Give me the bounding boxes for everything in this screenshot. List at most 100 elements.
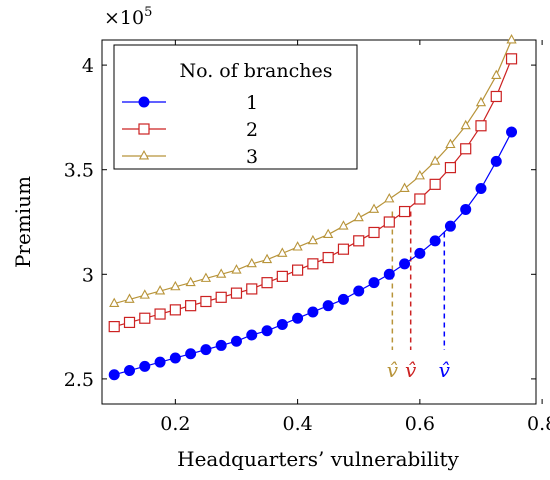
data-point (460, 143, 472, 155)
legend-entry-3: 3 (122, 146, 258, 168)
data-point (399, 258, 411, 270)
data-point (444, 162, 457, 174)
data-point (246, 257, 257, 268)
x-axis-label: Headquarters’ vulnerability (177, 447, 459, 471)
y-tick-label: 2.5 (64, 369, 94, 391)
data-point (170, 280, 181, 291)
x-tick-label: 0.6 (405, 413, 435, 435)
data-point (292, 312, 304, 324)
data-point (398, 205, 411, 218)
y-tick-label: 4 (82, 55, 94, 77)
data-point (138, 150, 150, 160)
data-point (138, 96, 150, 108)
y-tick-label: 3 (82, 264, 94, 286)
legend-label: 3 (246, 146, 258, 168)
data-point (200, 295, 212, 308)
data-point (414, 247, 426, 259)
data-point (185, 348, 197, 360)
data-point (368, 226, 380, 239)
data-point (139, 289, 150, 299)
data-point (491, 69, 502, 80)
critical-vulnerability-label: v̂ (405, 358, 417, 382)
data-point (353, 211, 364, 222)
x-tick-label: 0.2 (160, 413, 190, 435)
data-point (154, 308, 166, 320)
data-point (185, 300, 197, 312)
data-point (230, 287, 243, 299)
data-point (506, 34, 517, 44)
data-point (109, 297, 120, 308)
data-point (215, 339, 227, 351)
legend-label: 2 (246, 119, 258, 141)
data-point (261, 253, 273, 264)
data-point (353, 285, 365, 297)
data-point (139, 312, 151, 324)
data-point (368, 277, 380, 289)
x-tick-label: 0.8 (527, 413, 550, 435)
data-point (200, 272, 212, 282)
data-point (124, 293, 135, 303)
data-point (383, 216, 395, 228)
legend-box (113, 44, 358, 170)
y-axis-label: Premium (11, 176, 35, 268)
legend: No. of branches 1 2 3 (113, 44, 358, 170)
data-point (185, 276, 196, 287)
data-point (445, 138, 456, 149)
data-point (307, 306, 319, 318)
legend-label: 1 (246, 92, 258, 114)
data-point (139, 360, 151, 372)
data-point (490, 90, 502, 103)
data-point (460, 203, 472, 215)
data-point (123, 316, 136, 329)
data-point (338, 220, 349, 230)
data-point (399, 182, 410, 192)
data-point (322, 300, 334, 312)
data-point (384, 193, 395, 203)
data-point (337, 293, 349, 305)
data-point (506, 126, 518, 138)
legend-entry-2: 2 (122, 119, 258, 141)
data-point (460, 119, 471, 130)
data-point (200, 344, 212, 356)
data-point (154, 356, 166, 368)
data-point (108, 369, 120, 381)
data-point (230, 335, 242, 347)
data-point (261, 277, 273, 289)
data-point (276, 270, 288, 282)
data-point (368, 203, 380, 213)
data-point (292, 241, 303, 251)
series-layer (108, 34, 518, 381)
data-point (169, 352, 181, 364)
annotation-layer: v̂ v̂ v̂ (387, 211, 451, 382)
data-point (108, 320, 120, 333)
plot-frame (101, 39, 537, 405)
data-point (444, 220, 456, 232)
critical-vulnerability-label: v̂ (387, 358, 399, 382)
legend-title: No. of branches (179, 60, 332, 82)
data-point (307, 258, 319, 270)
data-point (154, 285, 166, 295)
data-point (292, 264, 304, 276)
data-point (490, 155, 502, 167)
series-1 (108, 126, 518, 381)
data-point (429, 235, 441, 247)
series-3 (109, 34, 517, 308)
series-2 (108, 53, 518, 333)
data-point (475, 96, 487, 107)
critical-vulnerability-label: v̂ (439, 358, 451, 382)
data-point (246, 283, 258, 295)
data-point (429, 178, 441, 190)
data-point (353, 235, 365, 247)
data-point (231, 264, 242, 274)
data-point (505, 53, 518, 65)
data-point (322, 251, 334, 264)
data-point (138, 123, 150, 135)
data-point (337, 243, 350, 255)
data-point (414, 193, 426, 205)
data-point (430, 155, 441, 165)
data-point (323, 228, 334, 238)
data-point (383, 268, 395, 280)
data-point (276, 319, 288, 331)
legend-entry-1: 1 (122, 92, 258, 114)
